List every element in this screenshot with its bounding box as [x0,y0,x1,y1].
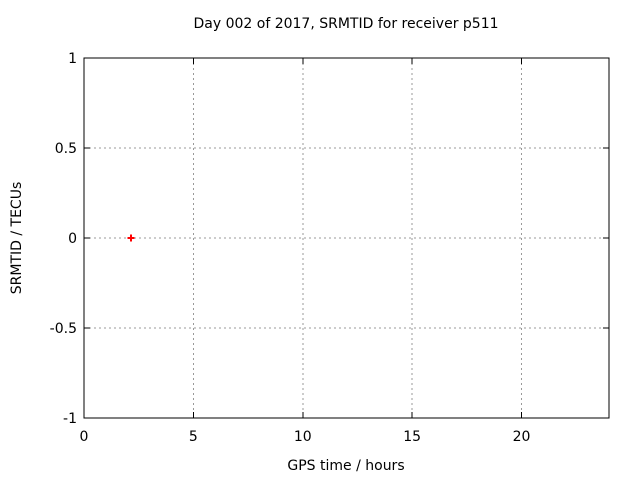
y-tick-label: 1 [68,51,77,67]
y-axis-label: SRMTID / TECUs [9,182,25,295]
x-tick-label: 15 [403,429,421,445]
x-tick-label: 20 [513,429,531,445]
x-tick-label: 10 [294,429,312,445]
x-tick-label: 5 [189,429,198,445]
tick-labels: 0 5 10 15 20 -1 -0.5 0 0.5 1 [50,51,531,445]
x-tick-label: 0 [80,429,89,445]
tick-marks [83,57,609,419]
y-tick-label: 0.5 [55,141,77,157]
chart-title: Day 002 of 2017, SRMTID for receiver p51… [193,16,498,32]
y-tick-label: 0 [68,231,77,247]
grid-layer [84,58,609,418]
data-markers [127,234,135,242]
y-tick-label: -1 [63,411,77,427]
y-tick-label: -0.5 [50,321,77,337]
x-axis-label: GPS time / hours [287,458,404,474]
